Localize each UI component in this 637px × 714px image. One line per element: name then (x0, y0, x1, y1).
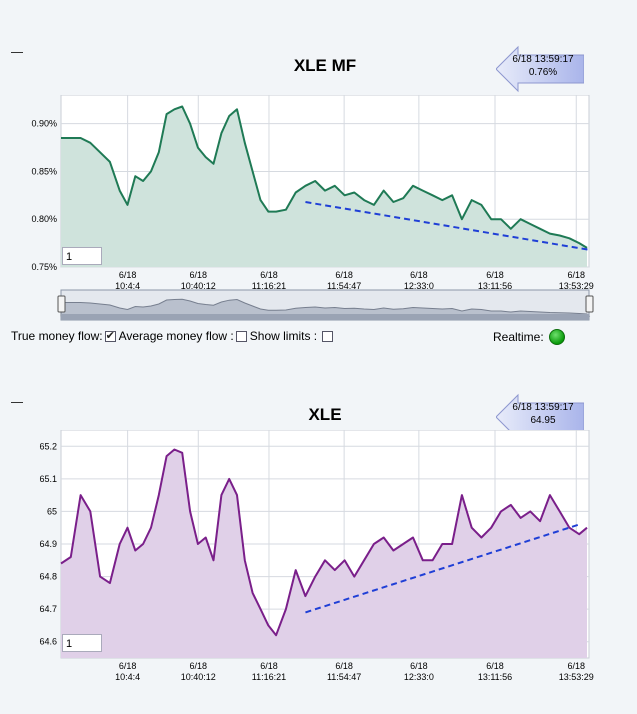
x-tick-date: 6/18 (567, 661, 585, 671)
average-money-flow-label: Average money flow : (118, 329, 234, 343)
y-tick-label: 64.7 (39, 604, 57, 614)
x-tick-date: 6/18 (567, 270, 585, 280)
x-tick-time: 13:11:56 (478, 672, 512, 682)
x-tick-time: 10:4:4 (115, 672, 140, 682)
tooltip-value-xle: 64.95 (530, 415, 556, 426)
y-tick-label: 64.6 (39, 637, 57, 647)
navigator-scrollbar[interactable] (55, 288, 595, 324)
x-tick-date: 6/18 (335, 661, 353, 671)
x-tick-time: 10:40:12 (181, 281, 216, 291)
realtime-label: Realtime: (493, 330, 544, 344)
x-tick-date: 6/18 (119, 661, 137, 671)
x-tick-time: 10:40:12 (181, 672, 216, 682)
x-tick-time: 13:53:29 (559, 281, 594, 291)
series-line (61, 105, 588, 249)
average-money-flow-checkbox[interactable] (235, 330, 247, 342)
x-tick-time: 12:33:0 (404, 672, 434, 682)
navigator-handle (57, 295, 66, 313)
chart-title-xle: XLE (308, 405, 342, 424)
trend-line (305, 201, 590, 251)
plot-area-xle: 64.664.764.864.96565.165.26/1810:4:46/18… (39, 430, 594, 682)
y-tick-label: 0.85% (31, 166, 57, 176)
y-tick-label: 0.80% (31, 214, 57, 224)
x-tick-time: 10:4:4 (115, 281, 140, 291)
plot-area-mf: 0.75%0.80%0.85%0.90%6/1810:4:46/1810:40:… (31, 95, 594, 291)
y-tick-label: 65.2 (39, 441, 57, 451)
x-tick-date: 6/18 (190, 661, 208, 671)
trend-line (305, 523, 580, 614)
control-row: True money flow: Average money flow : Sh… (11, 329, 336, 343)
chart-title-mf: XLE MF (293, 56, 357, 75)
true-money-flow-label: True money flow: (11, 329, 103, 343)
zoom-input-xle[interactable]: 1 (62, 634, 102, 652)
minimize-dash-top[interactable] (11, 52, 23, 53)
navigator-handle (585, 295, 594, 313)
y-tick-label: 64.9 (39, 539, 57, 549)
tooltip-time-xle: 6/18 13:59:17 (512, 402, 574, 413)
x-tick-date: 6/18 (486, 270, 504, 280)
tooltip-value-mf: 0.76% (528, 67, 558, 78)
x-tick-date: 6/18 (410, 661, 428, 671)
x-tick-time: 11:16:21 (252, 672, 286, 682)
y-tick-label: 0.75% (31, 262, 57, 272)
y-tick-label: 65 (47, 506, 57, 516)
x-tick-time: 11:16:21 (252, 281, 286, 291)
x-tick-date: 6/18 (335, 270, 353, 280)
x-tick-date: 6/18 (260, 270, 278, 280)
tooltip-callout-mf: 6/18 13:59:17 0.76% (496, 45, 584, 93)
x-tick-time: 11:54:47 (327, 281, 361, 291)
y-tick-label: 64.8 (39, 572, 57, 582)
x-tick-time: 12:33:0 (404, 281, 434, 291)
arrow-left-icon (496, 45, 584, 93)
navigator-bar (61, 314, 589, 320)
x-tick-time: 13:53:29 (559, 672, 594, 682)
x-tick-date: 6/18 (260, 661, 278, 671)
true-money-flow-checkbox[interactable] (104, 329, 116, 342)
series-area (61, 449, 587, 658)
show-limits-label: Show limits : (249, 329, 318, 343)
navigator-series (60, 298, 591, 317)
x-tick-date: 6/18 (119, 270, 137, 280)
realtime-indicator: Realtime: (493, 329, 565, 345)
x-tick-date: 6/18 (410, 270, 428, 280)
y-tick-label: 0.90% (31, 119, 57, 129)
tooltip-time-mf: 6/18 13:59:17 (512, 54, 574, 65)
y-tick-label: 65.1 (39, 474, 57, 484)
x-tick-time: 11:54:47 (327, 672, 361, 682)
show-limits-checkbox[interactable] (322, 330, 334, 342)
x-tick-date: 6/18 (190, 270, 208, 280)
realtime-status-icon (548, 329, 565, 345)
minimize-dash-bottom[interactable] (11, 402, 23, 403)
x-tick-time: 13:11:56 (478, 281, 512, 291)
series-line (60, 448, 588, 637)
zoom-input-mf[interactable]: 1 (62, 247, 102, 265)
x-tick-date: 6/18 (486, 661, 504, 671)
